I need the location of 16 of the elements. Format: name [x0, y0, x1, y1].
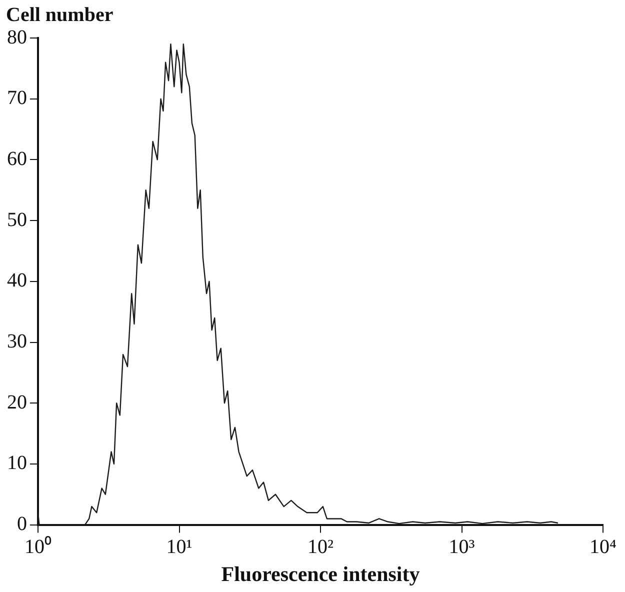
x-tick-label: 10⁰ [24, 535, 52, 558]
y-tick-label: 50 [7, 208, 27, 231]
x-tick-label: 10² [308, 536, 334, 558]
y-tick-label: 0 [17, 513, 27, 536]
y-tick-label: 30 [7, 330, 27, 352]
y-tick-label: 20 [7, 391, 27, 414]
y-tick-label: 60 [7, 148, 27, 170]
y-tick-label: 70 [7, 87, 27, 110]
x-tick-label: 10⁴ [590, 536, 617, 558]
y-tick-label: 80 [7, 26, 27, 48]
y-tick-label: 40 [7, 270, 27, 292]
y-tick-label: 10 [7, 452, 27, 474]
x-tick-label: 10¹ [166, 536, 192, 558]
x-axis-title: Fluorescence intensity [221, 562, 420, 586]
y-axis-title: Cell number [6, 4, 114, 26]
x-tick-label: 10³ [448, 536, 475, 558]
